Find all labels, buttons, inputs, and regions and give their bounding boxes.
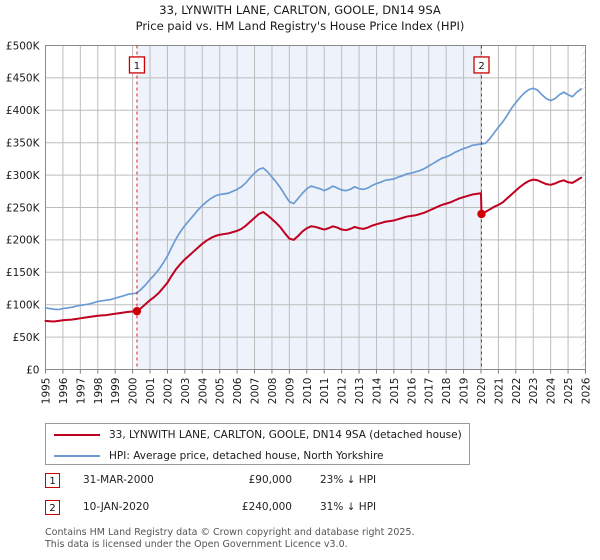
legend-swatch-price-paid (54, 433, 100, 436)
transaction-label-number: 1 (134, 61, 140, 72)
y-axis-tick-label: £400K (6, 105, 41, 117)
x-axis-tick-label: 2002 (162, 378, 174, 405)
x-axis-tick-label: 2025 (563, 378, 575, 405)
x-axis-tick-label: 2012 (337, 378, 349, 405)
x-axis-tick-label: 2006 (232, 377, 244, 404)
y-axis-tick-label: £0 (26, 364, 39, 376)
y-axis-tick-label: £200K (6, 235, 41, 247)
x-axis-tick-label: 2026 (581, 377, 593, 404)
transaction-date-2: 10-JAN-2020 (83, 501, 150, 513)
x-axis-tick-label: 2005 (215, 378, 227, 405)
transaction-price-2: £240,000 (241, 501, 292, 513)
transaction-point-marker (132, 306, 142, 316)
x-axis-tick-label: 2016 (406, 377, 418, 404)
x-axis-tick-label: 2010 (302, 378, 314, 405)
footer-copyright: Contains HM Land Registry data © Crown c… (45, 527, 415, 538)
y-axis-tick-label: £500K (6, 40, 41, 52)
x-axis-tick-label: 1995 (41, 378, 53, 405)
x-axis-tick-label: 2001 (145, 378, 157, 405)
x-axis-tick-label: 2004 (197, 377, 209, 404)
transaction-point-marker (477, 209, 486, 219)
y-axis-tick-label: £50K (13, 332, 41, 344)
legend-label-price-paid: 33, LYNWITH LANE, CARLTON, GOOLE, DN14 9… (109, 428, 462, 441)
y-axis-tick-label: £250K (6, 202, 41, 214)
transaction-marker-1: 1 (45, 473, 60, 488)
x-axis-tick-label: 2011 (319, 378, 331, 405)
chart-plot-area: £0 £50K £100K £150K £200K £250K £300K £350K £400… (6, 40, 593, 405)
chart-footer: Contains HM Land Registry data © Crown c… (45, 527, 585, 550)
transaction-hpi-delta-1: 23% ↓ HPI (320, 474, 377, 486)
y-axis-tick-label: £300K (6, 170, 41, 182)
x-axis-tick-label: 1996 (58, 377, 70, 404)
chart-title-line-1: 33, LYNWITH LANE, CARLTON, GOOLE, DN14 9… (159, 3, 441, 17)
x-axis-tick-label: 2021 (493, 378, 505, 405)
chart-title: 33, LYNWITH LANE, CARLTON, GOOLE, DN14 9… (0, 2, 600, 34)
x-axis-tick-label: 2014 (371, 377, 383, 404)
y-axis-tick-label: £100K (6, 300, 41, 312)
x-axis-tick-label: 1998 (93, 378, 105, 405)
x-axis-tick-label: 2000 (128, 378, 140, 405)
legend-item-price-paid: 33, LYNWITH LANE, CARLTON, GOOLE, DN14 9… (46, 424, 469, 445)
y-axis-tick-label: £450K (6, 73, 41, 85)
series-line-hpi (44, 87, 583, 311)
x-axis-tick-label: 2019 (459, 378, 471, 405)
transaction-label-number: 2 (478, 61, 484, 72)
x-axis-tick-label: 2023 (528, 378, 540, 405)
legend-label-hpi: HPI: Average price, detached house, Nort… (109, 449, 384, 462)
x-axis-tick-label: 1999 (110, 378, 122, 405)
legend-item-hpi: HPI: Average price, detached house, Nort… (46, 445, 469, 466)
x-axis-tick-label: 2008 (267, 378, 279, 405)
transaction-marker-2: 2 (45, 500, 60, 515)
x-axis-tick-label: 2020 (476, 378, 488, 405)
x-axis-tick-label: 2022 (511, 378, 523, 405)
x-axis-tick-label: 2018 (441, 378, 453, 405)
legend-swatch-hpi (54, 454, 100, 457)
x-axis-tick-label: 2013 (354, 378, 366, 405)
transaction-label-box (128, 56, 146, 74)
chart-legend: 33, LYNWITH LANE, CARLTON, GOOLE, DN14 9… (45, 423, 470, 465)
y-axis-tick-label: £350K (6, 138, 41, 150)
transaction-hpi-delta-2: 31% ↓ HPI (320, 501, 377, 513)
x-axis-tick-label: 2017 (424, 378, 436, 405)
transaction-date-1: 31-MAR-2000 (83, 474, 154, 486)
y-axis-tick-label: £150K (6, 267, 41, 279)
chart-title-line-2: Price paid vs. HM Land Registry's House … (135, 19, 465, 33)
transaction-price-1: £90,000 (248, 474, 292, 486)
footer-licence: This data is licensed under the Open Gov… (45, 538, 348, 550)
x-axis-tick-label: 2015 (389, 378, 401, 405)
x-axis-tick-label: 2007 (250, 378, 262, 405)
x-axis-tick-label: 2003 (180, 378, 192, 405)
x-axis-tick-label: 1997 (75, 378, 87, 405)
transaction-label-box (473, 56, 490, 74)
x-axis-tick-label: 2009 (284, 378, 296, 405)
x-axis-tick-label: 2024 (546, 377, 558, 404)
